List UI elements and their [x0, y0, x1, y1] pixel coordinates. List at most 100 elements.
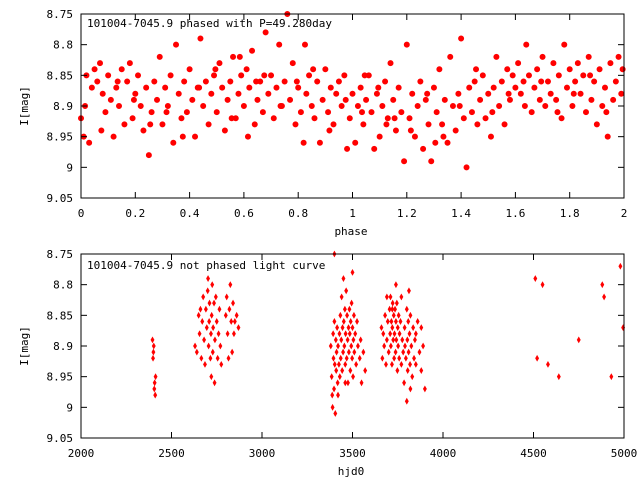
data-point [392, 127, 399, 134]
data-point [236, 324, 241, 332]
data-point [363, 367, 368, 374]
data-point [340, 324, 345, 332]
data-point [132, 90, 139, 97]
data-point [205, 121, 212, 128]
data-point [523, 41, 530, 48]
unphased-x-ticks: 2000 2500 3000 3500 4000 4500 5000 [68, 254, 637, 460]
data-point [196, 311, 201, 319]
data-point [384, 336, 389, 344]
data-point [394, 299, 399, 307]
data-point [209, 330, 213, 338]
data-point [569, 103, 576, 110]
data-point [330, 121, 337, 128]
data-point [331, 354, 336, 362]
unphased-y-tick-label: 8.9 [53, 340, 73, 353]
data-point [394, 336, 399, 344]
unphased-panel: 8.75 8.8 8.85 8.9 8.95 9 9.05 2000 2500 3000 3500… [18, 248, 637, 478]
data-point [336, 342, 340, 350]
data-point [311, 115, 318, 122]
data-point [405, 367, 410, 374]
data-point [330, 391, 335, 399]
data-point [436, 66, 443, 73]
data-point [368, 109, 375, 116]
data-point [390, 299, 395, 307]
data-point [408, 360, 413, 368]
phased-y-tick-label: 8.75 [47, 8, 74, 21]
data-point [151, 78, 158, 85]
data-point [219, 84, 226, 91]
data-point [204, 324, 209, 332]
data-point [240, 103, 247, 110]
data-point [599, 103, 606, 110]
phased-panel: 8.75 8.8 8.85 8.9 8.95 9 9.05 0 0.2 0.4 0.6 0.8 1 1.… [18, 8, 627, 238]
data-point [404, 397, 409, 405]
data-point [326, 127, 333, 134]
data-point [392, 354, 397, 362]
data-point [113, 84, 120, 91]
data-point [417, 78, 424, 85]
data-point [322, 66, 329, 73]
data-point [335, 379, 340, 387]
data-point [528, 109, 535, 116]
data-point [102, 109, 109, 116]
data-point [550, 60, 557, 67]
data-point [350, 354, 355, 362]
data-point [107, 96, 114, 103]
data-point [393, 305, 397, 313]
data-point [350, 268, 355, 276]
data-point [363, 96, 370, 103]
data-point [496, 103, 503, 110]
data-point [186, 66, 193, 73]
unphased-y-tick-label: 9.05 [47, 432, 74, 445]
phased-y-ticks: 8.75 8.8 8.85 8.9 8.95 9 9.05 [47, 8, 624, 205]
data-point [444, 139, 451, 146]
data-point [547, 90, 554, 97]
data-point [349, 342, 354, 350]
data-point [501, 121, 508, 128]
data-point [409, 90, 416, 97]
data-point [316, 139, 323, 146]
data-point [200, 318, 205, 325]
data-point [393, 348, 398, 356]
data-point [230, 53, 237, 60]
data-point [209, 311, 214, 319]
data-point [447, 53, 454, 60]
data-point [143, 84, 150, 91]
data-point [428, 158, 435, 165]
phased-x-tick-label: 1.6 [505, 207, 525, 220]
data-point [411, 133, 418, 140]
data-point [339, 293, 344, 301]
data-point [151, 354, 155, 362]
data-point [576, 336, 581, 344]
data-point [618, 90, 625, 97]
data-point [350, 324, 355, 332]
data-point [521, 103, 528, 110]
data-point [407, 287, 411, 295]
phased-x-tick-label: 0.4 [180, 207, 200, 220]
data-point [396, 342, 401, 350]
data-point [268, 72, 275, 79]
phased-plot-frame [80, 13, 625, 199]
data-point [493, 53, 500, 60]
data-point [203, 305, 208, 313]
data-point [352, 139, 359, 146]
data-point [348, 367, 353, 374]
data-point [404, 305, 409, 313]
data-point [135, 72, 142, 79]
data-point [485, 90, 492, 97]
data-point [607, 60, 614, 67]
data-point [349, 90, 356, 97]
data-point [413, 330, 418, 338]
data-point [314, 78, 321, 85]
data-point [359, 109, 366, 116]
data-point [395, 367, 400, 374]
data-point [153, 391, 158, 399]
data-point [336, 391, 340, 399]
data-point [388, 293, 393, 301]
data-point [393, 318, 398, 325]
data-point [129, 115, 136, 122]
data-point [105, 72, 112, 79]
data-point [402, 324, 407, 332]
data-point [243, 66, 250, 73]
data-point [399, 293, 404, 301]
